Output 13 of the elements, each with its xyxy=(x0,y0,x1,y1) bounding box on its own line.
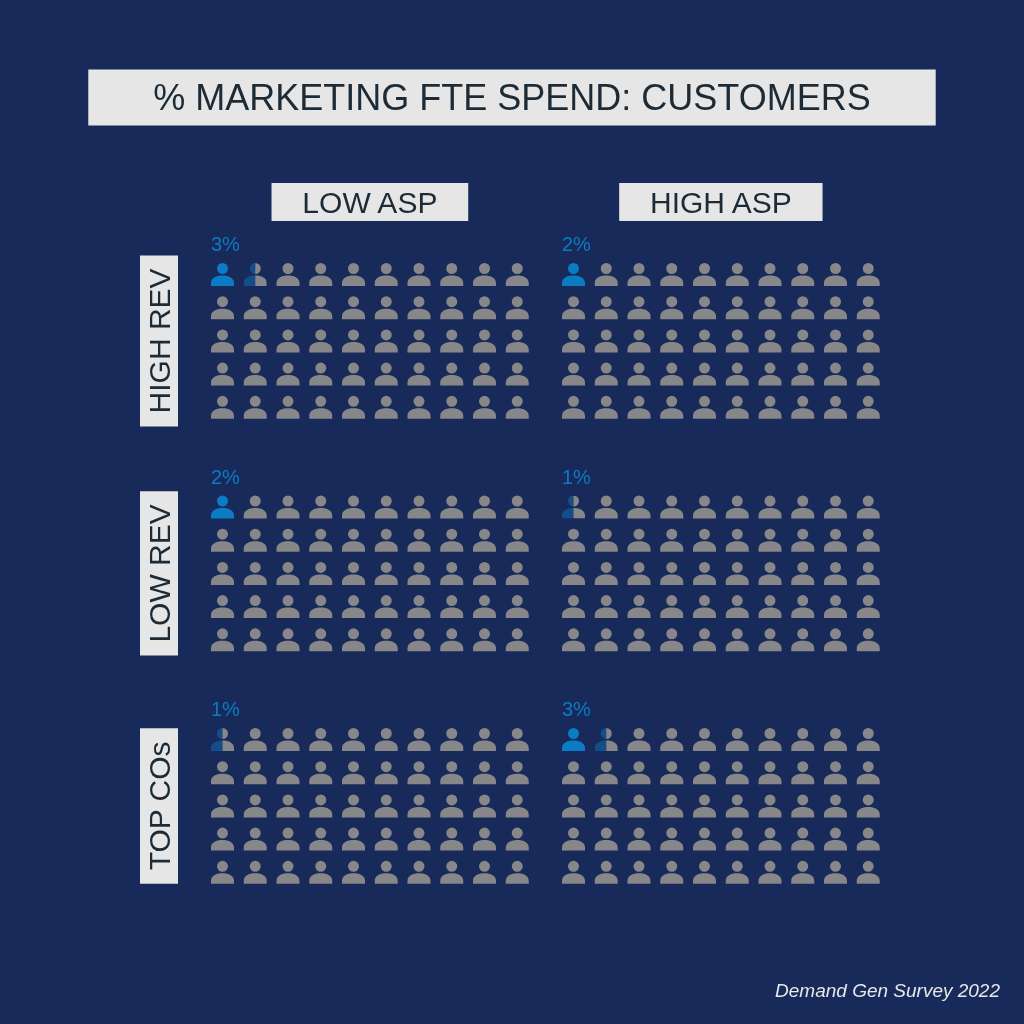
category-label: HIGH REV xyxy=(142,268,176,414)
category-label: LOW REV xyxy=(142,504,176,643)
text: HIGH ASP xyxy=(650,185,792,219)
data-label: 2% xyxy=(211,465,241,488)
data-label: 2% xyxy=(562,233,592,255)
data-label: 3% xyxy=(562,698,592,720)
text: % MARKETING FTE SPEND: CUSTOMERS xyxy=(153,77,871,118)
data-label: 1% xyxy=(211,698,241,720)
category-label: TOP COs xyxy=(142,741,176,871)
data-label: 1% xyxy=(562,465,592,488)
data-label: 3% xyxy=(211,233,241,255)
text: LOW ASP xyxy=(302,185,438,219)
text: Demand Gen Survey 2022 xyxy=(775,979,1001,1001)
